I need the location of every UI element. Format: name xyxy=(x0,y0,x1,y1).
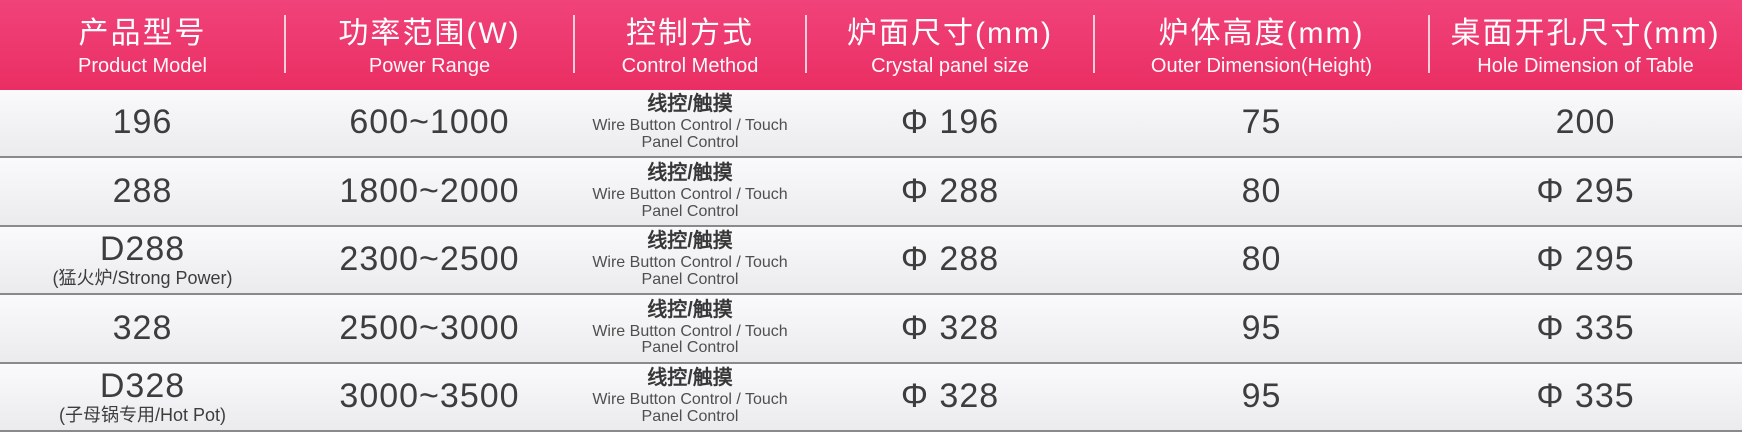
column-divider xyxy=(284,15,286,73)
hole-size-value: Φ 335 xyxy=(1536,376,1635,415)
outer-height-value: 80 xyxy=(1241,240,1282,279)
header-label-zh: 产品型号 xyxy=(78,16,207,50)
cell-panel-size: Φ 328 xyxy=(806,295,1094,361)
table-row: D328 (子母锅专用/Hot Pot) 3000~3500 线控/触摸 Wir… xyxy=(0,363,1742,432)
column-divider xyxy=(1428,15,1430,73)
control-method-zh: 线控/触摸 xyxy=(647,298,733,321)
table-row: D288 (猛火炉/Strong Power) 2300~2500 线控/触摸 … xyxy=(0,226,1742,296)
model-note: (猛火炉/Strong Power) xyxy=(52,268,233,289)
cell-hole-size: Φ 295 xyxy=(1429,158,1742,224)
control-method-en: Wire Button Control / Touch Panel Contro… xyxy=(592,391,788,425)
header-label-en: Outer Dimension(Height) xyxy=(1150,54,1373,77)
cell-outer-height: 95 xyxy=(1094,364,1429,430)
cell-control-method: 线控/触摸 Wire Button Control / Touch Panel … xyxy=(574,227,806,293)
table-row: 196 600~1000 线控/触摸 Wire Button Control /… xyxy=(0,90,1742,159)
power-range-value: 1800~2000 xyxy=(339,171,520,210)
cell-hole-size: Φ 295 xyxy=(1429,227,1742,293)
cell-panel-size: Φ 288 xyxy=(806,227,1094,293)
cell-power-range: 3000~3500 xyxy=(285,364,574,430)
hole-size-value: Φ 295 xyxy=(1536,240,1635,279)
column-divider xyxy=(805,15,807,73)
control-method-zh: 线控/触摸 xyxy=(647,230,733,253)
cell-panel-size: Φ 328 xyxy=(806,364,1094,430)
cell-control-method: 线控/触摸 Wire Button Control / Touch Panel … xyxy=(574,158,806,224)
table-row: 328 2500~3000 线控/触摸 Wire Button Control … xyxy=(0,295,1742,364)
cell-hole-size: Φ 335 xyxy=(1429,295,1742,361)
cell-hole-size: Φ 335 xyxy=(1429,364,1742,430)
outer-height-value: 95 xyxy=(1241,376,1282,415)
model-value: D288 xyxy=(99,229,186,268)
header-cell-control: 控制方式 Control Method xyxy=(574,0,807,90)
cell-panel-size: Φ 196 xyxy=(806,90,1094,156)
cell-product-model: 196 xyxy=(0,90,285,156)
cell-power-range: 2300~2500 xyxy=(285,227,574,293)
cell-control-method: 线控/触摸 Wire Button Control / Touch Panel … xyxy=(574,90,806,156)
header-cell-model: 产品型号 Product Model xyxy=(0,0,286,90)
outer-height-value: 95 xyxy=(1241,308,1282,347)
control-method-en: Wire Button Control / Touch Panel Contro… xyxy=(592,185,788,220)
cell-outer-height: 95 xyxy=(1094,295,1429,361)
header-label-zh: 炉面尺寸(mm) xyxy=(847,16,1053,50)
outer-height-value: 80 xyxy=(1241,171,1282,210)
hole-size-value: 200 xyxy=(1555,103,1616,142)
header-label-zh: 炉体高度(mm) xyxy=(1158,16,1365,50)
header-label-en: Power Range xyxy=(368,54,491,77)
header-label-zh: 功率范围(W) xyxy=(338,16,521,50)
cell-control-method: 线控/触摸 Wire Button Control / Touch Panel … xyxy=(574,295,806,361)
control-method-en: Wire Button Control / Touch Panel Contro… xyxy=(592,254,788,289)
cell-outer-height: 80 xyxy=(1094,227,1429,293)
table-body: 196 600~1000 线控/触摸 Wire Button Control /… xyxy=(0,90,1742,432)
cell-product-model: D288 (猛火炉/Strong Power) xyxy=(0,227,285,293)
column-divider xyxy=(1093,15,1095,73)
power-range-value: 600~1000 xyxy=(349,103,510,142)
model-value: 196 xyxy=(112,103,173,142)
header-label-en: Product Model xyxy=(78,54,207,77)
cell-outer-height: 75 xyxy=(1094,90,1429,156)
header-label-zh: 桌面开孔尺寸(mm) xyxy=(1450,16,1721,50)
model-value: D328 xyxy=(99,366,186,405)
control-method-zh: 线控/触摸 xyxy=(647,161,733,184)
power-range-value: 3000~3500 xyxy=(339,376,520,415)
panel-size-value: Φ 328 xyxy=(900,308,1000,347)
cell-power-range: 1800~2000 xyxy=(285,158,574,224)
cell-product-model: D328 (子母锅专用/Hot Pot) xyxy=(0,364,285,430)
panel-size-value: Φ 328 xyxy=(900,376,1000,415)
header-label-en: Hole Dimension of Table xyxy=(1477,54,1694,77)
cell-panel-size: Φ 288 xyxy=(806,158,1094,224)
power-range-value: 2300~2500 xyxy=(339,240,520,279)
header-cell-panel: 炉面尺寸(mm) Crystal panel size xyxy=(806,0,1095,90)
header-cell-power: 功率范围(W) Power Range xyxy=(285,0,575,90)
cell-control-method: 线控/触摸 Wire Button Control / Touch Panel … xyxy=(574,364,806,430)
cell-outer-height: 80 xyxy=(1094,158,1429,224)
header-label-zh: 控制方式 xyxy=(626,16,754,50)
control-method-zh: 线控/触摸 xyxy=(647,93,733,116)
column-divider xyxy=(573,15,575,73)
outer-height-value: 75 xyxy=(1241,103,1282,142)
control-method-zh: 线控/触摸 xyxy=(647,367,733,390)
header-row: 产品型号 Product Model 功率范围(W) Power Range 控… xyxy=(0,0,1742,90)
panel-size-value: Φ 288 xyxy=(900,240,1000,279)
cell-power-range: 600~1000 xyxy=(285,90,574,156)
header-cell-height: 炉体高度(mm) Outer Dimension(Height) xyxy=(1094,0,1430,90)
panel-size-value: Φ 288 xyxy=(900,171,1000,210)
table-row: 288 1800~2000 线控/触摸 Wire Button Control … xyxy=(0,158,1742,227)
cell-product-model: 288 xyxy=(0,158,285,224)
model-value: 328 xyxy=(112,308,173,347)
cell-product-model: 328 xyxy=(0,295,285,361)
cell-power-range: 2500~3000 xyxy=(285,295,574,361)
header-cell-hole: 桌面开孔尺寸(mm) Hole Dimension of Table xyxy=(1429,0,1742,90)
hole-size-value: Φ 295 xyxy=(1536,171,1635,210)
cell-hole-size: 200 xyxy=(1429,90,1742,156)
panel-size-value: Φ 196 xyxy=(900,103,1000,142)
power-range-value: 2500~3000 xyxy=(339,308,520,347)
control-method-en: Wire Button Control / Touch Panel Contro… xyxy=(592,117,788,152)
hole-size-value: Φ 335 xyxy=(1536,308,1635,347)
header-label-en: Control Method xyxy=(621,54,759,77)
model-value: 288 xyxy=(112,171,173,210)
header-label-en: Crystal panel size xyxy=(871,54,1029,77)
model-note: (子母锅专用/Hot Pot) xyxy=(58,405,227,426)
control-method-en: Wire Button Control / Touch Panel Contro… xyxy=(592,322,788,357)
